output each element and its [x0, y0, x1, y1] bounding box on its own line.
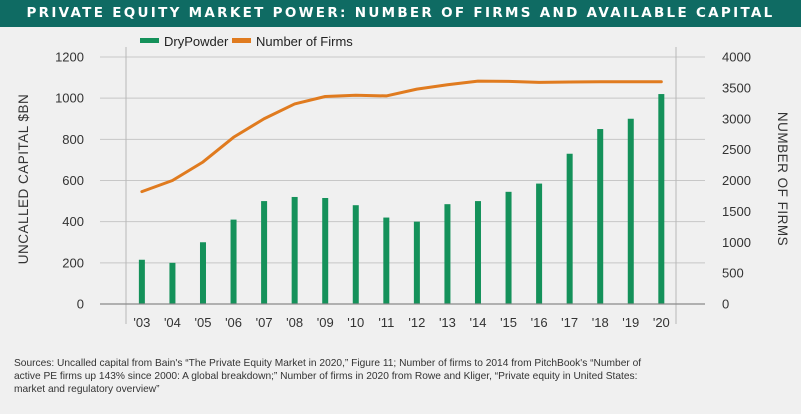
y-axis-right-tick-label: 2500: [722, 142, 751, 157]
sources-note: Sources: Uncalled capital from Bain's “T…: [14, 358, 642, 395]
y-axis-left-tick-label: 400: [62, 214, 84, 229]
bar-drypowder: [230, 219, 237, 304]
x-axis-tick-label: '14: [470, 315, 487, 330]
x-axis-tick-label: '09: [317, 315, 334, 330]
bar-drypowder: [536, 183, 543, 304]
x-axis-tick-label: '07: [256, 315, 273, 330]
x-axis-tick-label: '08: [286, 315, 303, 330]
y-axis-right-tick-label: 2000: [722, 173, 751, 188]
chart-title: PRIVATE EQUITY MARKET POWER: NUMBER OF F…: [0, 0, 801, 27]
y-axis-right-tick-label: 1000: [722, 235, 751, 250]
y-axis-left-tick-label: 1000: [55, 91, 84, 106]
bar-drypowder: [658, 94, 665, 304]
x-axis-tick-label: '05: [195, 315, 212, 330]
x-axis-tick-label: '04: [164, 315, 181, 330]
y-axis-right-tick-label: 4000: [722, 50, 751, 65]
y-axis-left-tick-label: 200: [62, 255, 84, 270]
x-axis-tick-label: '13: [439, 315, 456, 330]
y-axis-left-title: UNCALLED CAPITAL $BN: [16, 94, 31, 265]
x-axis-tick-label: '10: [347, 315, 364, 330]
x-axis-tick-label: '16: [531, 315, 548, 330]
bar-drypowder: [138, 259, 145, 304]
y-axis-right-tick-label: 1500: [722, 204, 751, 219]
bar-drypowder: [474, 201, 481, 304]
bar-drypowder: [413, 221, 420, 304]
y-axis-left-tick-label: 1200: [55, 50, 84, 65]
y-axis-right-tick-label: 3500: [722, 80, 751, 95]
bar-drypowder: [597, 129, 604, 304]
chart: 0 200 400 600 800 1000 1200 0 500 1000 1500 2000 250…: [16, 34, 790, 330]
x-axis-tick-label: '06: [225, 315, 242, 330]
x-axis-tick-label: '19: [622, 315, 639, 330]
bar-drypowder: [566, 153, 573, 304]
legend: DryPowder Number of Firms: [140, 34, 353, 49]
legend-swatch-number-of-firms: [232, 38, 251, 43]
x-axis-tick-label: '15: [500, 315, 517, 330]
bar-drypowder: [169, 262, 176, 304]
x-axis-tick-label: '17: [561, 315, 578, 330]
line-number-of-firms: [140, 79, 663, 194]
x-axis-tick-label: '03: [133, 315, 150, 330]
y-axis-left-tick-label: 800: [62, 132, 84, 147]
bar-drypowder: [444, 204, 451, 304]
bar-drypowder: [627, 118, 634, 304]
bar-drypowder: [352, 205, 359, 304]
bar-drypowder: [199, 242, 206, 304]
plot-area: 0 200 400 600 800 1000 1200 0 500 1000 1500 2000 250…: [55, 47, 751, 330]
x-axis-tick-label: '12: [408, 315, 425, 330]
x-axis-tick-label: '11: [378, 315, 394, 330]
legend-swatch-drypowder: [140, 38, 159, 43]
bar-drypowder: [261, 201, 268, 304]
y-axis-right-tick-label: 500: [722, 266, 744, 281]
y-axis-left-tick-label: 0: [77, 297, 84, 312]
y-axis-right-tick-label: 0: [722, 297, 729, 312]
bar-drypowder: [291, 196, 298, 304]
y-axis-left-tick-label: 600: [62, 173, 84, 188]
y-axis-right-title: NUMBER OF FIRMS: [775, 112, 790, 246]
x-axis-tick-label: '18: [592, 315, 609, 330]
bar-drypowder: [322, 197, 329, 304]
bar-drypowder: [383, 217, 390, 304]
x-axis-tick-label: '20: [653, 315, 670, 330]
legend-label-drypowder: DryPowder: [164, 34, 229, 49]
legend-label-number-of-firms: Number of Firms: [256, 34, 353, 49]
y-axis-right-tick-label: 3000: [722, 111, 751, 126]
bar-drypowder: [505, 191, 512, 304]
